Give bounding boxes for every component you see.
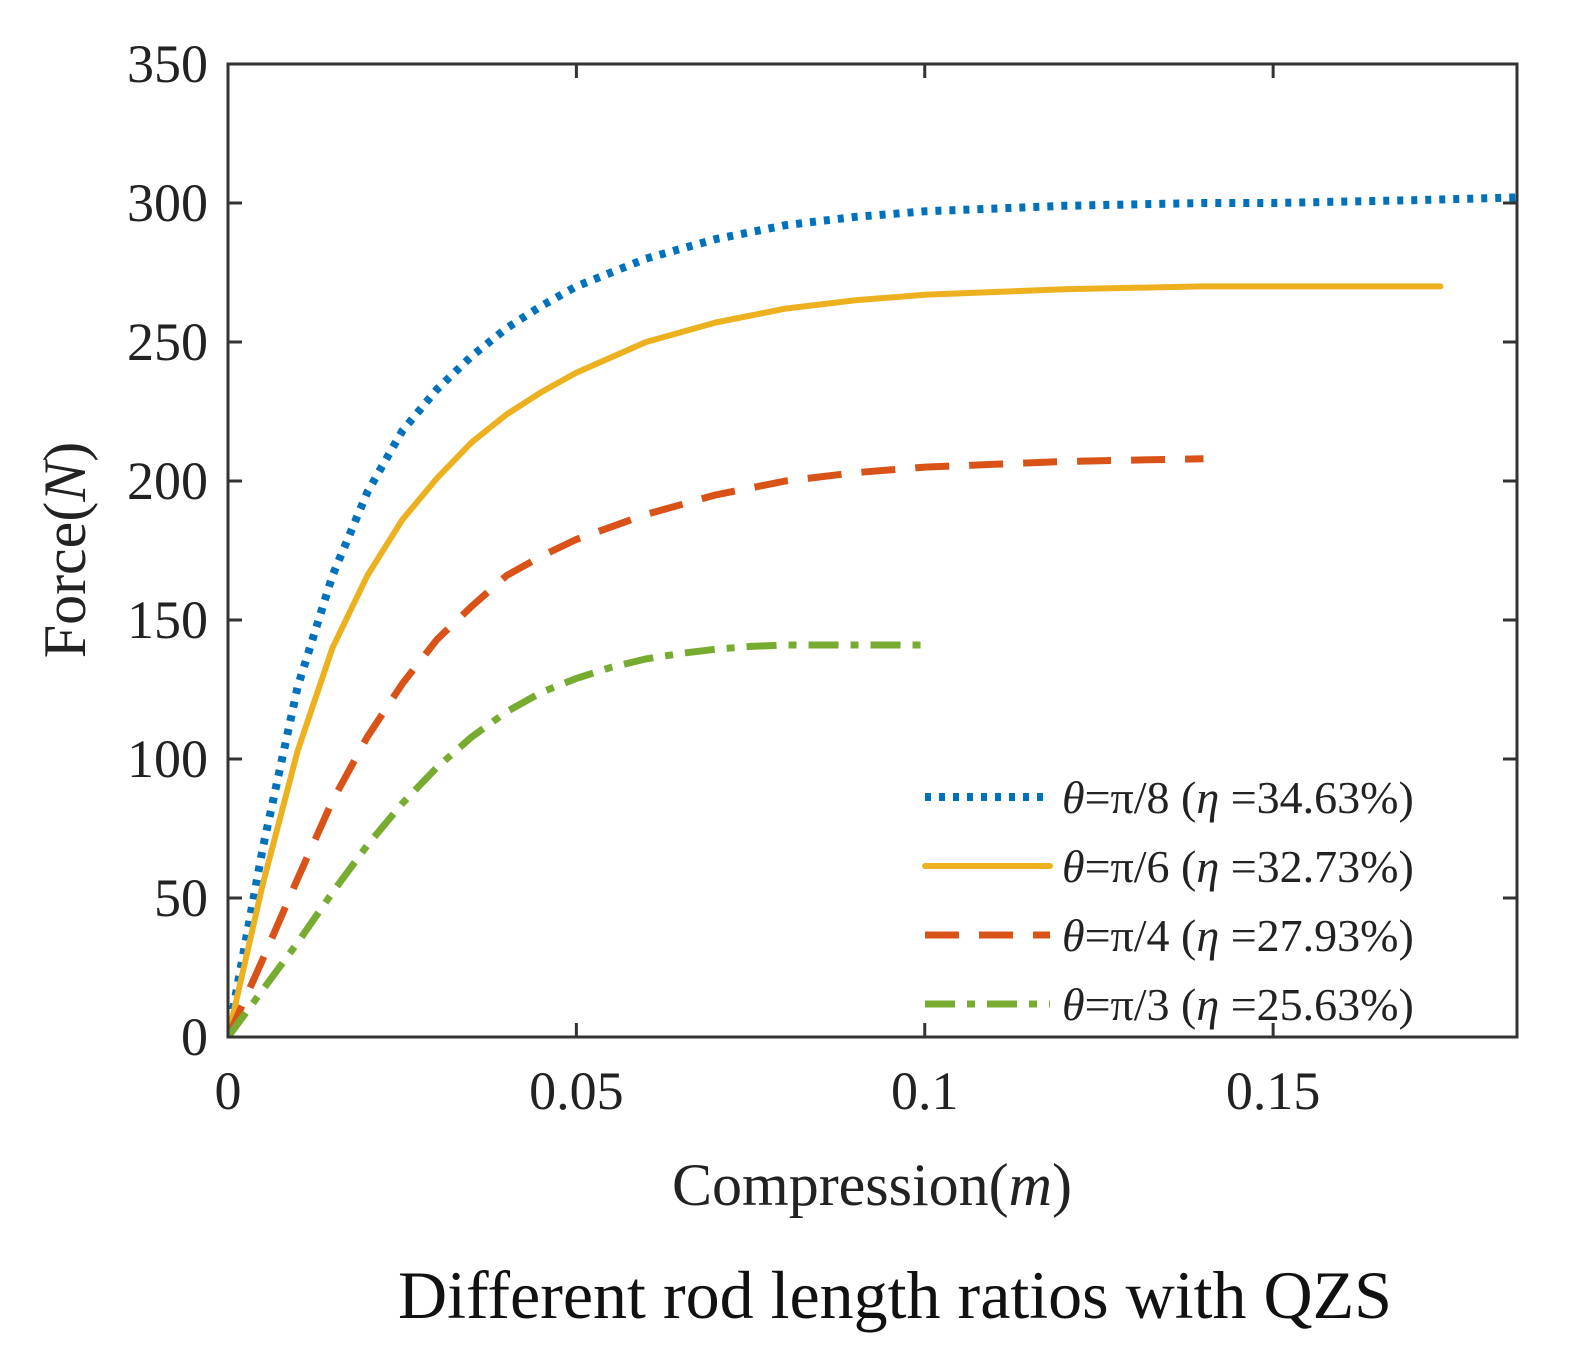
figure-caption: Different rod length ratios with QZS [398,1257,1392,1333]
y-tick-label: 100 [127,729,208,789]
y-tick-label: 50 [154,868,208,928]
legend-label-3: θ=π/4 (η =27.93%) [1062,910,1414,961]
y-tick-label: 0 [181,1007,208,1067]
x-tick-label: 0.15 [1226,1061,1321,1121]
series-line-3 [228,455,1204,1037]
plot-area [228,64,1517,1037]
y-tick-label: 250 [127,312,208,372]
x-axis-label: Compression(m) [672,1152,1072,1218]
plot-frame [226,62,1519,1039]
y-axis-label: Force(N) [32,442,98,659]
x-tick-label: 0.05 [529,1061,624,1121]
x-tick-label: 0.1 [891,1061,959,1121]
series-line-1 [228,193,1517,1037]
y-tick-label: 350 [127,34,208,94]
legend: θ=π/8 (η =34.63%) θ=π/6 (η =32.73%) θ=π/4 … [922,772,1414,1030]
legend-label-1: θ=π/8 (η =34.63%) [1062,772,1414,823]
y-tick-label: 200 [127,451,208,511]
legend-label-4: θ=π/3 (η =25.63%) [1062,979,1414,1030]
y-tick-label: 150 [127,590,208,650]
series-line-2 [228,283,1444,1037]
series-line-4 [228,641,925,1037]
x-tick-label: 0 [215,1061,242,1121]
y-tick-label: 300 [127,173,208,233]
legend-label-2: θ=π/6 (η =32.73%) [1062,841,1414,892]
